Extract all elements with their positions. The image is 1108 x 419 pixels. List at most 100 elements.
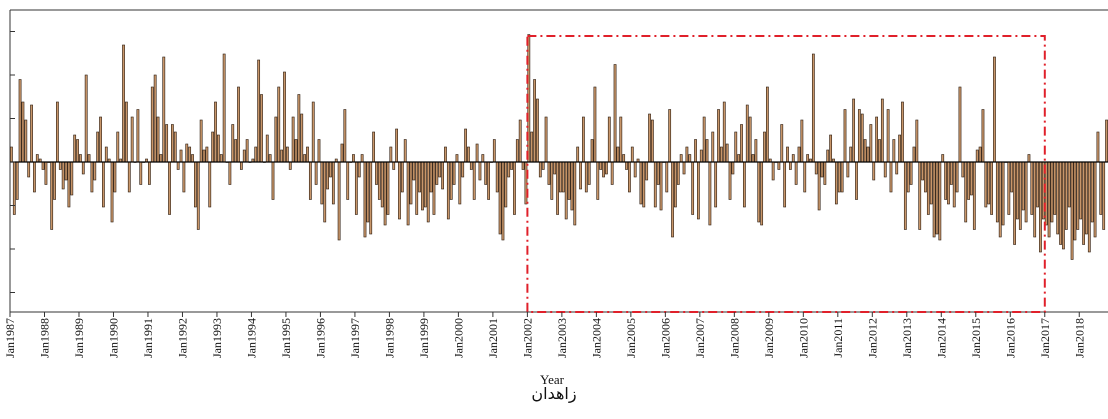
bar: [967, 161, 970, 200]
bar: [53, 161, 56, 200]
bar: [1085, 161, 1088, 235]
bar: [944, 161, 947, 200]
x-tick-label: Jan1992: [176, 318, 190, 358]
bar: [202, 149, 206, 163]
bar: [306, 146, 309, 163]
bar: [24, 119, 28, 163]
bar: [199, 119, 203, 163]
bar: [481, 154, 485, 163]
bar: [455, 154, 459, 163]
bar: [880, 98, 884, 163]
bar: [461, 161, 465, 178]
bar: [734, 131, 738, 163]
bar: [231, 124, 235, 163]
bar: [751, 154, 755, 163]
bar: [127, 161, 131, 193]
bar: [79, 154, 82, 163]
bar: [478, 161, 482, 181]
bar: [1102, 161, 1106, 230]
bar: [323, 161, 327, 223]
x-tick-label: Jan1995: [279, 318, 293, 358]
bar: [426, 161, 430, 223]
bar: [168, 161, 171, 215]
bar: [806, 154, 810, 163]
y-ticks-group: [10, 31, 15, 293]
bar: [573, 161, 577, 226]
bar: [412, 161, 416, 181]
bar: [958, 86, 962, 163]
x-tick-label: Jan2008: [727, 318, 741, 358]
bar: [1090, 161, 1094, 223]
bar: [35, 154, 39, 163]
bar: [277, 86, 281, 163]
bar: [188, 146, 192, 163]
bar: [570, 161, 574, 211]
bar: [622, 154, 626, 163]
bar: [895, 161, 899, 175]
bars-group: [10, 34, 1108, 260]
bar: [846, 161, 850, 178]
bar: [610, 161, 614, 185]
bar: [366, 161, 370, 223]
bar: [987, 161, 991, 205]
x-tick-label: Jan2003: [555, 318, 569, 358]
bar: [283, 71, 286, 163]
bar: [130, 116, 134, 163]
bar: [780, 124, 784, 163]
bar: [122, 44, 125, 163]
bar: [285, 146, 289, 163]
bar: [921, 161, 924, 181]
bar: [981, 109, 985, 163]
bar: [1024, 161, 1028, 223]
bar: [533, 79, 536, 163]
bar: [587, 161, 591, 185]
bar: [375, 161, 378, 185]
bar: [268, 154, 272, 163]
bar: [892, 139, 896, 163]
bar: [630, 146, 634, 163]
x-tick-label: Jan2017: [1038, 318, 1052, 358]
bar: [665, 161, 669, 193]
x-tick-label: Jan1999: [417, 318, 431, 358]
x-tick-label: Jan2000: [451, 318, 465, 358]
bar: [613, 64, 617, 163]
bar: [136, 109, 140, 163]
x-ticks-group: Jan1987 Jan1988 Jan1989 Jan1990 Jan1991 Jan19…: [3, 312, 1086, 358]
bar: [217, 134, 220, 163]
bar: [561, 161, 565, 193]
bar: [1064, 161, 1068, 230]
bar: [90, 161, 94, 193]
bar: [860, 113, 864, 163]
bar: [125, 101, 128, 163]
bar: [1105, 119, 1108, 163]
bar: [952, 161, 956, 208]
bar: [800, 119, 804, 163]
bar: [41, 161, 45, 170]
bar: [875, 116, 879, 163]
bar: [498, 161, 502, 235]
bar: [12, 161, 16, 215]
bar: [771, 161, 775, 181]
bar: [1056, 161, 1060, 235]
x-tick-label: Jan1993: [210, 318, 224, 358]
bar: [337, 161, 341, 241]
bar: [96, 131, 100, 163]
bar: [44, 161, 48, 185]
bar: [607, 116, 611, 163]
bar: [1059, 161, 1062, 245]
bar: [777, 161, 781, 170]
bar: [113, 161, 117, 193]
bar: [340, 143, 344, 163]
x-tick-label: Jan2014: [934, 318, 948, 358]
bar: [811, 53, 815, 163]
bar: [530, 131, 534, 163]
bar: [688, 154, 692, 163]
bar: [93, 161, 97, 181]
bar: [1082, 161, 1085, 245]
bar: [550, 161, 554, 200]
bar: [300, 113, 304, 163]
bar: [998, 161, 1002, 238]
bar: [912, 146, 916, 163]
bar: [1007, 161, 1011, 215]
bar: [409, 161, 413, 205]
